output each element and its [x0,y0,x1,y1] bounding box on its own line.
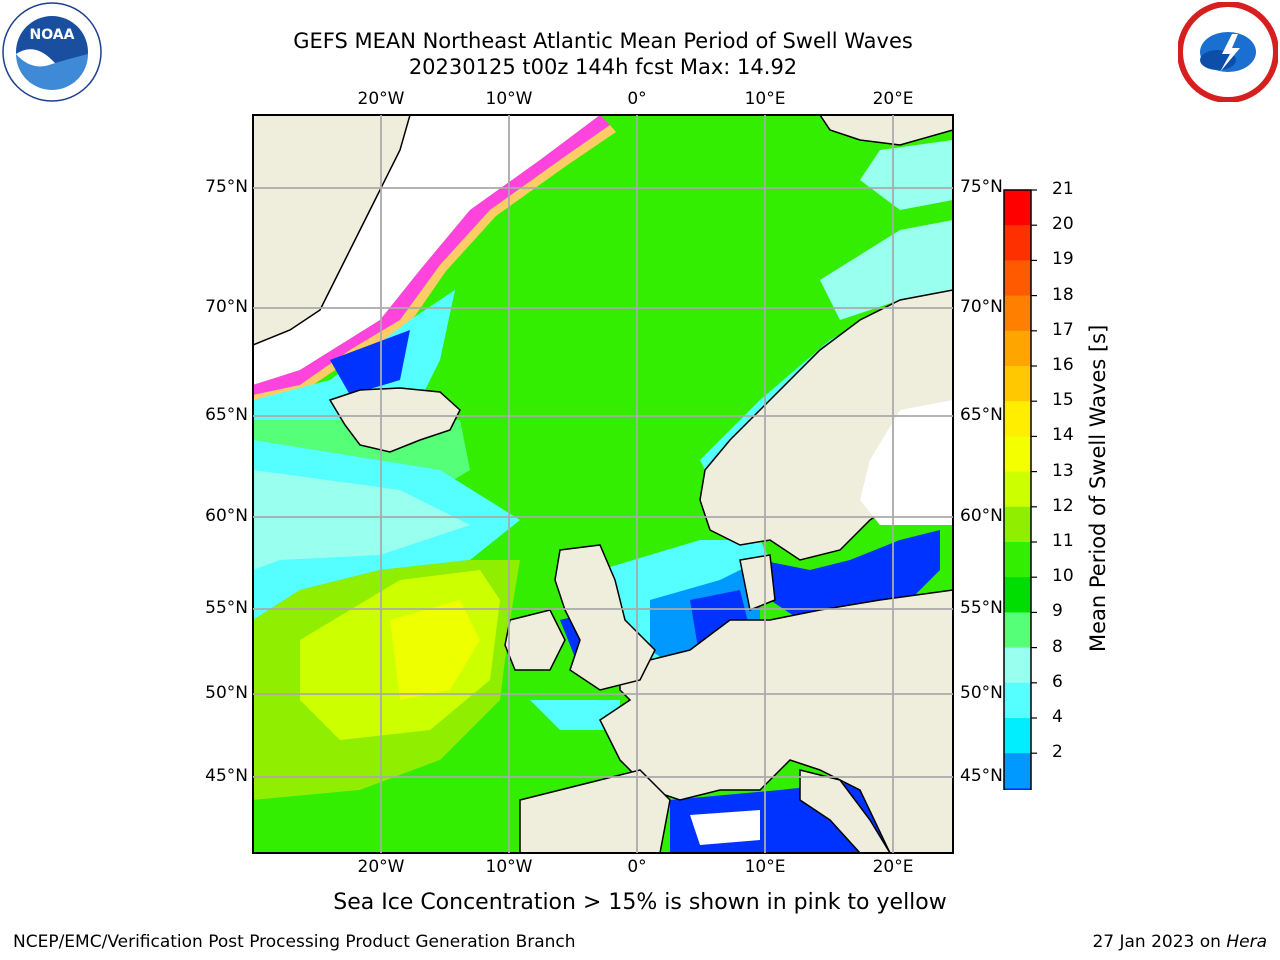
map-field [253,115,953,853]
lon-label-top: 10°E [744,89,786,109]
lat-label-left: 45°N [205,766,248,786]
footer-credit: NCEP/EMC/Verification Post Processing Pr… [13,932,576,952]
colorbar-bin [1004,190,1031,226]
lat-label-right: 45°N [960,766,1003,786]
map-frame [252,114,954,854]
colorbar-bin [1004,542,1031,578]
colorbar-tick-label: 17 [1052,319,1074,340]
lat-label-right: 55°N [960,598,1003,618]
noaa-logo: NOAA [2,2,102,102]
lon-label-bottom: 20°E [872,857,914,877]
colorbar-bin [1004,647,1031,684]
colorbar-bin [1004,366,1031,402]
colorbar-bin [1004,330,1031,367]
footer-date: 27 Jan 2023 on Hera [1092,932,1267,952]
colorbar-tick-label: 18 [1052,284,1074,305]
colorbar-tick-label: 13 [1052,460,1074,481]
colorbar-bin [1004,788,1031,790]
colorbar-bin [1004,401,1031,437]
colorbar-tick-label: 10 [1052,566,1074,587]
lon-label-top: 10°W [485,89,533,109]
colorbar-bin [1004,260,1031,297]
colorbar-tick-label: 20 [1052,214,1074,235]
lon-label-bottom: 10°E [744,857,786,877]
colorbar-bin [1004,682,1031,719]
lon-label-top: 0° [627,89,647,109]
lat-label-left: 65°N [205,405,248,425]
colorbar-tick-label: 4 [1052,707,1063,727]
colorbar-bin [1004,753,1031,789]
colorbar-tick-label: 12 [1052,495,1074,516]
colorbar-bin [1004,225,1031,261]
lat-label-right: 75°N [960,177,1003,197]
lon-label-bottom: 10°W [485,857,533,877]
lat-label-left: 60°N [205,506,248,526]
colorbar-tick-label: 2 [1052,742,1063,763]
colorbar-tick-label: 16 [1052,355,1074,375]
lon-label-top: 20°E [872,89,914,109]
colorbar-bin [1004,718,1031,754]
lat-label-right: 50°N [960,683,1003,703]
colorbar-tick-label: 19 [1052,249,1074,270]
colorbar [1003,189,1037,790]
colorbar-tick-label: 21 [1052,179,1074,199]
lat-label-left: 50°N [205,683,248,703]
colorbar-tick-label: 11 [1052,531,1074,551]
colorbar-bin [1004,506,1031,543]
lon-label-bottom: 0° [627,857,647,877]
colorbar-bin [1004,436,1031,473]
colorbar-bin [1004,471,1031,508]
lon-label-bottom: 20°W [357,857,405,877]
colorbar-ticks: 21 20 19 18 17 16 15 14 13 12 11 10 9 8 6 4 2 [1052,179,1112,780]
colorbar-tick-label: 9 [1052,601,1063,622]
colorbar-title: Mean Period of Swell Waves [s] [1086,324,1110,652]
sea-ice-note: Sea Ice Concentration > 15% is shown in … [333,890,947,915]
lat-label-left: 55°N [205,598,248,618]
nws-logo [1177,1,1279,103]
colorbar-bin [1004,577,1031,613]
lat-label-right: 60°N [960,506,1003,526]
lat-label-right: 65°N [960,405,1003,425]
footer-machine: Hera [1226,932,1267,952]
chart-title: GEFS MEAN Northeast Atlantic Mean Period… [293,29,913,53]
lat-label-right: 70°N [960,297,1003,317]
chart-subtitle: 20230125 t00z 144h fcst Max: 14.92 [408,55,798,79]
colorbar-tick-label: 15 [1052,390,1074,411]
colorbar-tick-label: 6 [1052,671,1063,692]
colorbar-tick-label: 14 [1052,425,1074,446]
colorbar-bin [1004,295,1031,332]
footer-date-text: 27 Jan 2023 on [1092,932,1227,952]
lat-label-left: 70°N [205,297,248,317]
lon-label-top: 20°W [357,89,405,109]
noaa-logo-text: NOAA [30,27,75,43]
colorbar-bin [1004,612,1031,649]
graticule [253,115,953,853]
colorbar-tick-label: 8 [1052,636,1063,657]
lat-label-left: 75°N [205,177,248,197]
